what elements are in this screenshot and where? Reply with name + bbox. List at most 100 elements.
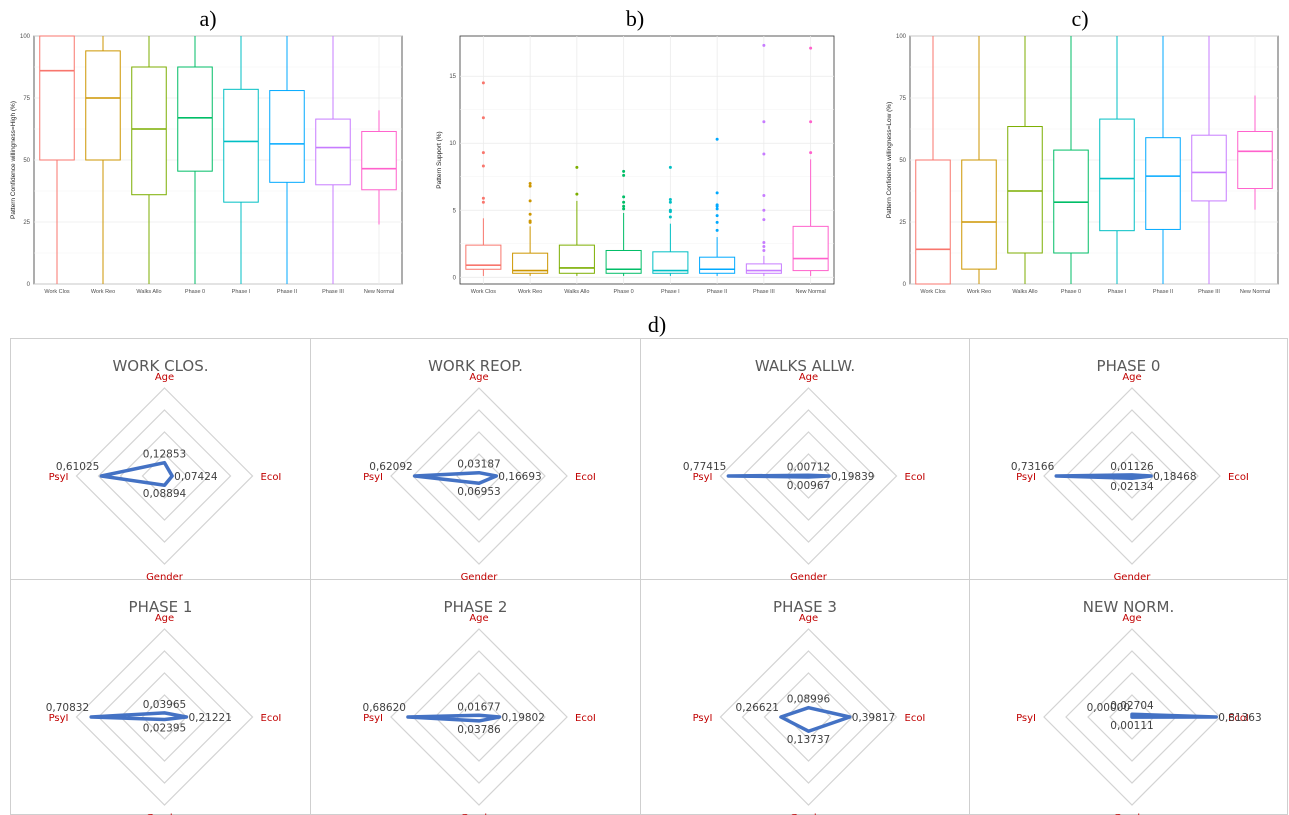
outlier-point: [481, 151, 485, 155]
x-tick-label: Work Clos: [920, 289, 946, 295]
radar-value-label: 0,03965: [143, 699, 186, 711]
outlier-point: [762, 194, 766, 198]
radar-value-label: 0,70832: [46, 702, 89, 714]
radar-grid-ring: [119, 431, 210, 521]
box-6: [1191, 36, 1227, 284]
box-iqr: [699, 256, 736, 274]
box-iqr: [269, 90, 305, 183]
radar-grid-ring: [412, 409, 546, 543]
radar-grid-ring: [75, 387, 254, 565]
radar-grid-ring: [97, 650, 232, 784]
radar-chart-cell: PHASE 1AgeEcoIGenderPsyI0,039650,212210,…: [10, 580, 311, 815]
radar-value-label: 0,18468: [1153, 471, 1196, 483]
x-tick-label: Work Reo: [91, 289, 115, 295]
x-tick-label: Phase II: [277, 289, 298, 295]
radar-axis-label: Gender: [790, 813, 828, 815]
radar-axis-label: PsyI: [49, 472, 69, 483]
radar-grid-ring: [1087, 672, 1177, 762]
radar-chart-cell: NEW NORM.Age EcoI Gender PsyI 0,02704 0,81363…: [970, 580, 1288, 815]
radar-grid-ring: [741, 650, 876, 784]
x-tick-label: Phase I: [232, 289, 251, 295]
panel-label-d: d): [647, 312, 667, 337]
outlier-point: [622, 207, 626, 211]
outlier-point: [762, 120, 766, 124]
box-iqr: [315, 118, 351, 186]
box-5: [269, 36, 305, 284]
radar-value-label: 0,00000: [1087, 702, 1130, 714]
radar-axis-label: Age: [799, 372, 818, 383]
box-7: [792, 46, 829, 276]
x-tick-label: Work Clos: [44, 289, 70, 295]
radar-value-label: 0,00111: [1110, 720, 1153, 732]
radar-chart-cell: PHASE 2AgeEcoIGenderPsyI0,016770,198020,…: [311, 580, 641, 815]
box-4: [223, 36, 259, 284]
radar-grid-ring: [1065, 650, 1199, 784]
radar-axis-label: Gender: [461, 813, 499, 815]
radar-axis-label: EcoI: [905, 472, 926, 483]
boxplot-svg: 0 25 50 75 100 Pattern Confidence willingness…: [10, 34, 403, 295]
box-iqr: [915, 159, 951, 285]
x-tick-label: Walks Allo: [1012, 289, 1037, 295]
radar-series-polygon: [89, 711, 189, 722]
y-tick-label: 25: [23, 220, 30, 226]
x-tick-label: Work Clos: [471, 289, 497, 295]
y-tick-label: 15: [449, 74, 456, 80]
radar-series-polygon: [1130, 712, 1218, 719]
box-iqr: [605, 249, 642, 274]
radar-axis-label: EcoI: [1228, 472, 1249, 483]
x-tick-label: Phase II: [1153, 289, 1174, 295]
box-3: [605, 169, 642, 276]
radar-series-polygon: [779, 705, 852, 733]
box-iqr: [652, 251, 689, 274]
y-tick-label: 5: [453, 208, 457, 214]
radar-chart-cell: WORK REOP. Age EcoI Gender PsyI 0,03187 0,1669…: [311, 339, 641, 580]
radar-chart-title: PHASE 1: [128, 598, 193, 616]
outlier-point: [715, 203, 719, 207]
box-iqr: [1191, 134, 1227, 202]
radar-value-label: 0,81363: [1218, 712, 1261, 724]
radar-value-label: 0,00967: [787, 480, 830, 492]
radar-series-polygon: [406, 713, 502, 723]
radar-series-polygon: [1054, 473, 1153, 480]
outlier-point: [668, 208, 672, 212]
radar-chart-title: NEW NORM.: [1082, 598, 1175, 616]
y-tick-label: 10: [449, 141, 456, 147]
box-iqr: [223, 88, 259, 203]
radar-grid-ring: [390, 628, 568, 806]
outlier-point: [622, 173, 626, 177]
radar-grid-ring: [434, 672, 524, 762]
radar-value-label: 0,39817: [852, 712, 895, 724]
box-iqr: [39, 35, 75, 161]
radar-grid-ring: [741, 409, 876, 543]
radar-axis-label: Age: [155, 372, 174, 383]
radar-axis-label: PsyI: [363, 472, 383, 483]
radar-axis-label: Gender: [1114, 572, 1152, 580]
box-iqr: [1007, 126, 1043, 254]
radar-axis-label: PsyI: [1016, 713, 1036, 724]
outlier-point: [762, 244, 766, 248]
radar-axis-label: Age: [469, 613, 488, 624]
outlier-point: [668, 165, 672, 169]
box-0: [465, 81, 502, 276]
radar-grid-ring: [412, 650, 546, 784]
x-tick-label: Walks Allo: [564, 289, 589, 295]
radar-value-label: 0,19839: [831, 471, 874, 483]
boxplot-support: 0 5 10 15 Pattern Support (%) Work Clos Work R…: [430, 30, 840, 302]
box-iqr: [792, 225, 829, 272]
y-tick-label: 75: [899, 96, 906, 102]
outlier-point: [809, 151, 813, 155]
x-tick-label: Walks Allo: [136, 289, 161, 295]
box-iqr: [1237, 130, 1273, 190]
radar-axis-label: Age: [1122, 613, 1141, 624]
y-tick-label: 75: [23, 96, 30, 102]
radar-grid-ring: [1109, 694, 1155, 740]
radar-grid-ring: [119, 672, 210, 762]
radar-value-label: 0,06953: [457, 486, 500, 498]
x-tick-label: Phase 0: [185, 289, 205, 295]
radar-series-polygon: [99, 460, 174, 487]
radar-grid-ring: [97, 409, 232, 543]
box-7: [1237, 95, 1273, 210]
radar-value-label: 0,01126: [1110, 461, 1154, 473]
